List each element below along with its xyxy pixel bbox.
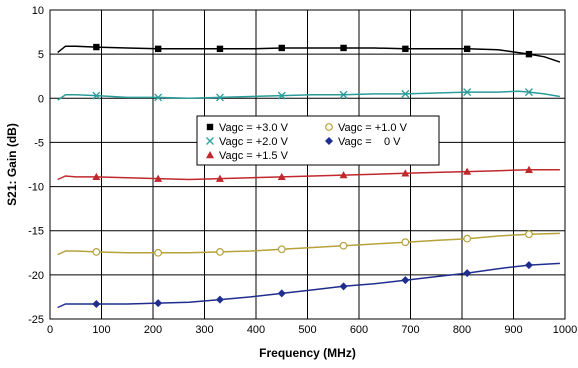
series-point — [463, 45, 471, 53]
legend-label: Vagc = +3.0 V — [219, 122, 289, 134]
y-tick-label: -20 — [28, 270, 44, 282]
series-point — [278, 44, 285, 52]
series-point — [401, 238, 410, 247]
chart-series — [57, 43, 561, 309]
series-point — [524, 165, 533, 173]
y-tick-label: -5 — [34, 137, 44, 149]
series-point — [215, 93, 224, 102]
series-point — [215, 295, 224, 304]
legend-label: Vagc = +2.0 V — [219, 136, 289, 148]
series-point — [92, 248, 101, 256]
series-point — [339, 241, 348, 250]
x-tick-label: 300 — [195, 324, 213, 336]
series-point — [215, 174, 224, 182]
x-tick-label: 800 — [453, 324, 471, 336]
series-point — [154, 299, 163, 308]
x-tick-label: 700 — [401, 324, 419, 336]
y-tick-label: 10 — [32, 5, 44, 17]
x-tick-label: 0 — [47, 324, 53, 336]
series-point — [463, 269, 472, 278]
legend-label: Vagc = +1.0 V — [338, 122, 408, 134]
y-axis-title: S21: Gain (dB) — [5, 123, 19, 206]
series-point — [216, 248, 224, 256]
y-axis-ticks: -25 -20 -15 -10 -5 0 5 10 — [28, 5, 44, 326]
series-point — [154, 45, 162, 53]
legend-item: Vagc = +1.0 V — [325, 122, 408, 134]
x-tick-label: 900 — [504, 324, 522, 336]
series-point — [92, 172, 101, 181]
series-point — [154, 93, 163, 102]
x-tick-label: 100 — [92, 324, 110, 336]
legend-item: Vagc = +2.0 V — [206, 136, 289, 148]
series-point — [277, 172, 286, 181]
series-point — [339, 90, 348, 99]
series-4 — [57, 230, 560, 257]
series-point — [216, 45, 224, 53]
series-point — [92, 91, 101, 100]
legend-label: Vagc = 0 V — [338, 136, 401, 148]
series-3 — [57, 165, 560, 182]
x-tick-label: 200 — [144, 324, 162, 336]
legend-item: Vagc = 0 V — [325, 136, 401, 148]
series-5 — [57, 261, 560, 309]
legend-item: Vagc = +1.5 V — [206, 150, 289, 162]
series-point — [277, 91, 286, 100]
y-tick-label: -15 — [28, 226, 44, 238]
series-point — [93, 43, 100, 51]
series-point — [401, 169, 410, 177]
series-point — [525, 50, 533, 58]
legend-marker — [206, 123, 214, 131]
x-tick-label: 500 — [298, 324, 316, 336]
plot-area-frame — [49, 9, 566, 320]
series-point — [277, 245, 286, 254]
y-tick-label: 0 — [38, 93, 44, 105]
legend-marker — [206, 137, 214, 145]
series-1 — [57, 43, 561, 63]
series-point — [340, 44, 347, 52]
series-point — [524, 261, 533, 270]
series-line — [57, 169, 560, 181]
series-point — [524, 88, 533, 97]
series-point — [277, 289, 286, 298]
series-point — [402, 45, 409, 53]
series-line — [57, 45, 561, 63]
series-2 — [57, 88, 561, 102]
series-line — [57, 262, 560, 309]
legend-item: Vagc = +3.0 V — [206, 122, 289, 134]
x-tick-label: 1000 — [553, 324, 577, 336]
series-point — [401, 89, 410, 98]
y-tick-label: 5 — [38, 49, 44, 61]
y-tick-label: -10 — [28, 182, 44, 194]
series-line — [57, 90, 561, 101]
legend-marker — [206, 151, 214, 159]
x-axis-title: Frequency (MHz) — [259, 346, 356, 360]
series-point — [525, 230, 533, 239]
legend-marker — [325, 123, 333, 131]
series-line — [57, 232, 560, 256]
chart-legend: Vagc = +3.0 V Vagc = +1.0 V Vagc = +2.0 V V… — [196, 115, 440, 166]
series-point — [463, 88, 472, 97]
series-point — [339, 171, 348, 179]
legend-box — [196, 115, 440, 166]
series-point — [92, 299, 101, 308]
legend-label: Vagc = +1.5 V — [219, 150, 289, 162]
series-point — [463, 234, 472, 243]
x-tick-label: 600 — [350, 324, 368, 336]
series-point — [339, 282, 348, 291]
y-tick-label: -25 — [28, 314, 44, 326]
series-point — [154, 174, 163, 182]
series-point — [463, 167, 472, 175]
series-point — [154, 248, 163, 257]
x-axis-ticks: 0 100 200 300 400 500 600 700 800 900 1000 — [47, 324, 577, 336]
legend-marker — [325, 137, 333, 145]
series-point — [401, 276, 410, 285]
x-tick-label: 400 — [247, 324, 265, 336]
